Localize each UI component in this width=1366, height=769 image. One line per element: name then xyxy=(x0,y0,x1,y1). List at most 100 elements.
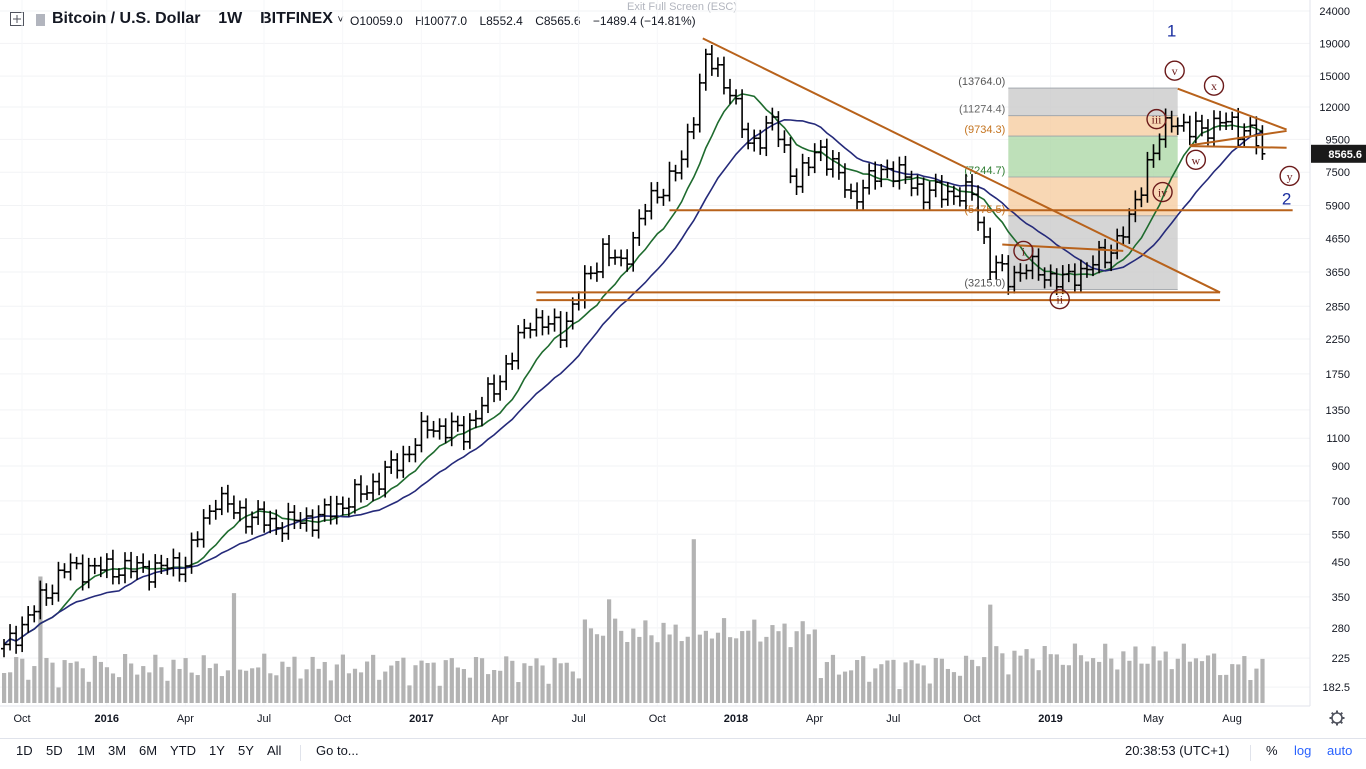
expand-icon[interactable] xyxy=(10,12,24,26)
triangle-lower-line xyxy=(1189,129,1287,147)
ohlc-bar xyxy=(829,150,836,178)
fib-level-label: (13764.0) xyxy=(958,76,1005,88)
goto-button[interactable]: Go to... xyxy=(316,743,359,758)
volume-bar xyxy=(1199,661,1205,703)
price-tick-label: 900 xyxy=(1332,461,1350,473)
ohlc-bar xyxy=(950,185,957,205)
volume-bar xyxy=(492,669,497,703)
ohlc-bar xyxy=(37,580,44,620)
price-chart[interactable]: (13764.0)(11274.4)(9734.3)(7244.7)(5475.… xyxy=(0,0,1366,738)
ohlc-bar xyxy=(394,453,401,479)
volume-bar xyxy=(879,664,884,703)
ohlc-bar xyxy=(769,107,776,131)
volume-bar xyxy=(334,664,339,703)
symbol-title[interactable]: Bitcoin / U.S. Dollar 1W BITFINEX ˅ xyxy=(52,10,344,28)
ohlc-bar xyxy=(478,396,485,427)
ohlc-bar xyxy=(509,352,516,370)
volume-bar xyxy=(510,660,515,703)
volume-bar xyxy=(588,628,594,703)
price-tick-label: 12000 xyxy=(1319,102,1350,114)
volume-bar xyxy=(219,676,224,703)
percent-toggle[interactable]: % xyxy=(1266,743,1278,758)
price-tick-label: 19000 xyxy=(1319,38,1350,50)
fib-retracement: (13764.0)(11274.4)(9734.3)(7244.7)(5475.… xyxy=(958,76,1178,290)
volume-bar xyxy=(915,663,920,703)
volume-bar xyxy=(171,659,176,703)
volume-bar xyxy=(715,632,721,703)
trendline-ath-descending xyxy=(702,37,1221,294)
range-1d[interactable]: 1D xyxy=(16,743,33,758)
price-tick-label: 550 xyxy=(1332,529,1350,541)
clock-readout[interactable]: 20:38:53 (UTC+1) xyxy=(1125,743,1230,758)
volume-bar xyxy=(734,638,739,703)
time-tick-label: Oct xyxy=(13,713,30,725)
range-1y[interactable]: 1Y xyxy=(209,743,225,758)
ohlc-bar xyxy=(908,170,915,197)
ohlc-bar xyxy=(103,553,110,579)
volume-bar xyxy=(1230,664,1235,703)
ohlc-bar xyxy=(557,311,564,349)
ohlc-bar xyxy=(817,140,824,162)
volume-bar xyxy=(1054,654,1059,703)
ohlc-bar xyxy=(823,138,830,176)
range-all[interactable]: All xyxy=(267,743,282,758)
volume-bar xyxy=(1006,674,1011,703)
volume-bar xyxy=(994,646,999,703)
volume-bar xyxy=(1097,661,1102,703)
range-6m[interactable]: 6M xyxy=(139,743,158,758)
ohlc-bar xyxy=(491,374,498,403)
range-1m[interactable]: 1M xyxy=(77,743,96,758)
volume-bar xyxy=(1224,674,1229,703)
volume-bar xyxy=(237,669,243,703)
range-5d[interactable]: 5D xyxy=(46,743,63,758)
log-toggle[interactable]: log xyxy=(1294,743,1312,758)
ohlc-bar xyxy=(599,238,606,279)
gear-ring xyxy=(1331,712,1343,724)
ohlc-bar xyxy=(763,115,770,157)
fib-zone xyxy=(1008,215,1178,290)
volume-bar xyxy=(20,658,25,703)
volume-bar xyxy=(413,665,418,703)
interval-label[interactable]: 1W xyxy=(218,10,243,27)
ohlc-bar xyxy=(224,484,231,513)
trendlines[interactable] xyxy=(536,37,1293,302)
volume-bar xyxy=(770,625,775,703)
volume-bar xyxy=(1181,643,1186,703)
range-ytd[interactable]: YTD xyxy=(170,743,196,758)
ohlc-bar xyxy=(866,163,873,195)
wave-circle xyxy=(1164,60,1185,81)
ohlc-bar xyxy=(714,57,721,77)
volume-bar xyxy=(50,662,55,703)
volume-bar xyxy=(44,657,49,703)
volume-bar xyxy=(1254,668,1259,703)
wave-label-1: 1 xyxy=(1167,21,1176,40)
price-axis[interactable]: 24000 19000 15000 12000 9500 7500 5900 4650 3650… xyxy=(1309,0,1366,706)
volume-bar xyxy=(32,666,37,703)
range-5y[interactable]: 5Y xyxy=(238,743,254,758)
ohlc-bar xyxy=(267,510,274,534)
time-axis[interactable]: Oct 2016 Apr Jul Oct 2017 Apr Jul Oct 2018 Apr Jul O… xyxy=(0,705,1345,726)
chevron-down-icon[interactable]: ˅ xyxy=(337,14,344,26)
ohlc-bar xyxy=(333,495,340,525)
price-tick-label: 225 xyxy=(1332,653,1350,665)
ohlc-bar xyxy=(382,460,389,498)
ohlc-bar xyxy=(140,553,147,573)
ohlc-bar xyxy=(539,310,546,336)
auto-toggle[interactable]: auto xyxy=(1327,743,1353,758)
range-3m[interactable]: 3M xyxy=(108,743,127,758)
ohlc-bar xyxy=(902,155,909,184)
ohlc-bar xyxy=(357,475,364,503)
volume-bar xyxy=(540,665,545,703)
ohlc-bar xyxy=(164,557,171,575)
ohlc-bar xyxy=(218,486,225,516)
volume-bar xyxy=(328,680,333,703)
exit-fullscreen-hint[interactable]: Exit Full Screen (ESC) xyxy=(627,1,738,13)
volume-bar xyxy=(594,634,600,703)
volume-bar xyxy=(189,672,194,703)
settings-gear-icon[interactable] xyxy=(1329,710,1345,726)
volume-bar xyxy=(1042,646,1047,703)
volume-bar xyxy=(613,618,618,703)
volume-bar xyxy=(1133,646,1138,703)
volume-bar xyxy=(1127,660,1132,703)
price-tick-label: 450 xyxy=(1332,557,1350,569)
